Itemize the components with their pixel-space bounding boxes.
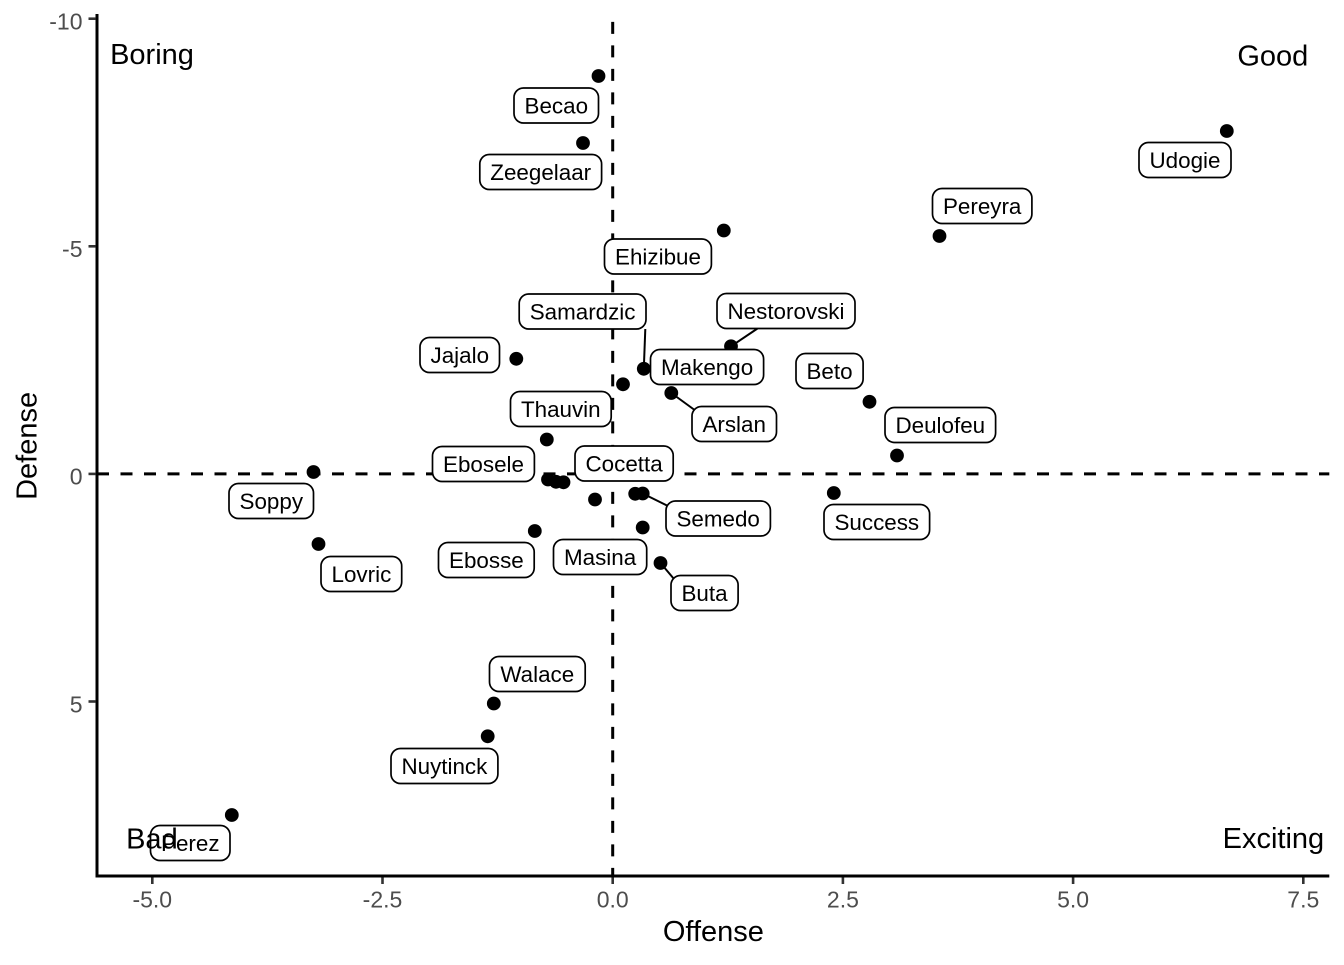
svg-text:5.0: 5.0 [1057, 886, 1089, 912]
svg-text:Cocetta: Cocetta [586, 452, 664, 477]
svg-text:Beto: Beto [806, 359, 852, 384]
svg-text:Offense: Offense [663, 916, 764, 948]
svg-text:5: 5 [70, 691, 83, 717]
svg-text:Pereyra: Pereyra [943, 194, 1022, 219]
svg-text:Thauvin: Thauvin [521, 397, 601, 422]
svg-text:7.5: 7.5 [1287, 886, 1319, 912]
svg-text:Exciting: Exciting [1223, 823, 1325, 855]
svg-text:Buta: Buta [681, 581, 728, 606]
svg-text:Samardzic: Samardzic [530, 300, 636, 325]
svg-text:Arslan: Arslan [702, 412, 765, 437]
svg-text:Semedo: Semedo [676, 507, 759, 532]
svg-text:Becao: Becao [525, 94, 589, 119]
svg-text:Nestorovski: Nestorovski [728, 299, 845, 324]
svg-text:Jajalo: Jajalo [431, 343, 490, 368]
svg-text:Perez: Perez [161, 831, 220, 856]
svg-text:Success: Success [834, 510, 919, 535]
svg-text:-10: -10 [49, 9, 82, 35]
svg-text:Ebosse: Ebosse [449, 548, 524, 573]
svg-text:2.5: 2.5 [827, 886, 859, 912]
svg-text:Ehizibue: Ehizibue [615, 245, 701, 270]
svg-text:Soppy: Soppy [240, 489, 304, 514]
svg-text:Zeegelaar: Zeegelaar [490, 160, 591, 185]
svg-text:Defense: Defense [12, 392, 44, 500]
svg-text:Boring: Boring [110, 39, 194, 71]
svg-text:Deulofeu: Deulofeu [895, 413, 985, 438]
svg-text:0: 0 [70, 464, 83, 490]
svg-text:Udogie: Udogie [1150, 148, 1221, 173]
svg-text:Lovric: Lovric [332, 562, 392, 587]
svg-text:Ebosele: Ebosele [443, 452, 524, 477]
svg-text:Walace: Walace [500, 662, 574, 687]
svg-text:0.0: 0.0 [597, 886, 629, 912]
svg-text:-2.5: -2.5 [363, 886, 403, 912]
svg-text:Makengo: Makengo [661, 355, 753, 380]
svg-text:Bad: Bad [126, 824, 178, 856]
svg-text:-5: -5 [62, 236, 82, 262]
svg-text:Nuytinck: Nuytinck [401, 754, 488, 779]
svg-text:Good: Good [1237, 41, 1308, 73]
svg-text:-5.0: -5.0 [132, 886, 172, 912]
svg-text:Masina: Masina [564, 545, 637, 570]
